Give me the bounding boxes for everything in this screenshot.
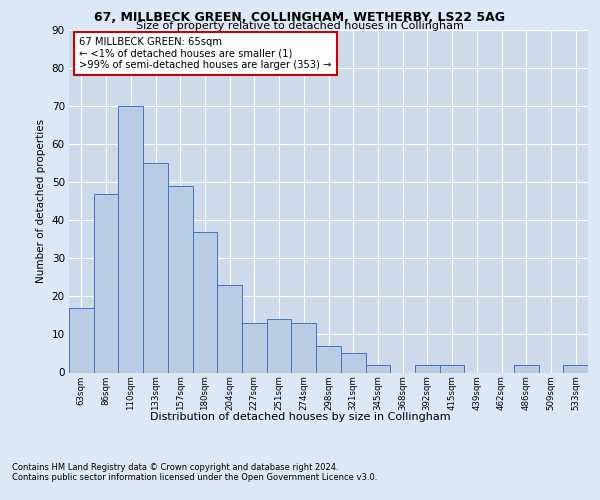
Y-axis label: Number of detached properties: Number of detached properties: [36, 119, 46, 284]
Bar: [316, 346, 341, 372]
Bar: [292, 323, 316, 372]
Bar: [267, 319, 292, 372]
Bar: [143, 163, 168, 372]
Bar: [563, 365, 588, 372]
Bar: [193, 232, 217, 372]
Bar: [440, 365, 464, 372]
Bar: [94, 194, 118, 372]
Bar: [168, 186, 193, 372]
Text: Contains HM Land Registry data © Crown copyright and database right 2024.: Contains HM Land Registry data © Crown c…: [12, 462, 338, 471]
Text: 67, MILLBECK GREEN, COLLINGHAM, WETHERBY, LS22 5AG: 67, MILLBECK GREEN, COLLINGHAM, WETHERBY…: [95, 11, 505, 24]
Bar: [217, 285, 242, 372]
Bar: [242, 323, 267, 372]
Bar: [415, 365, 440, 372]
Text: Contains public sector information licensed under the Open Government Licence v3: Contains public sector information licen…: [12, 472, 377, 482]
Text: Size of property relative to detached houses in Collingham: Size of property relative to detached ho…: [136, 21, 464, 31]
Bar: [118, 106, 143, 372]
Bar: [69, 308, 94, 372]
Bar: [365, 365, 390, 372]
Bar: [341, 354, 365, 372]
Text: 67 MILLBECK GREEN: 65sqm
← <1% of detached houses are smaller (1)
>99% of semi-d: 67 MILLBECK GREEN: 65sqm ← <1% of detach…: [79, 37, 332, 70]
Bar: [514, 365, 539, 372]
Text: Distribution of detached houses by size in Collingham: Distribution of detached houses by size …: [149, 412, 451, 422]
